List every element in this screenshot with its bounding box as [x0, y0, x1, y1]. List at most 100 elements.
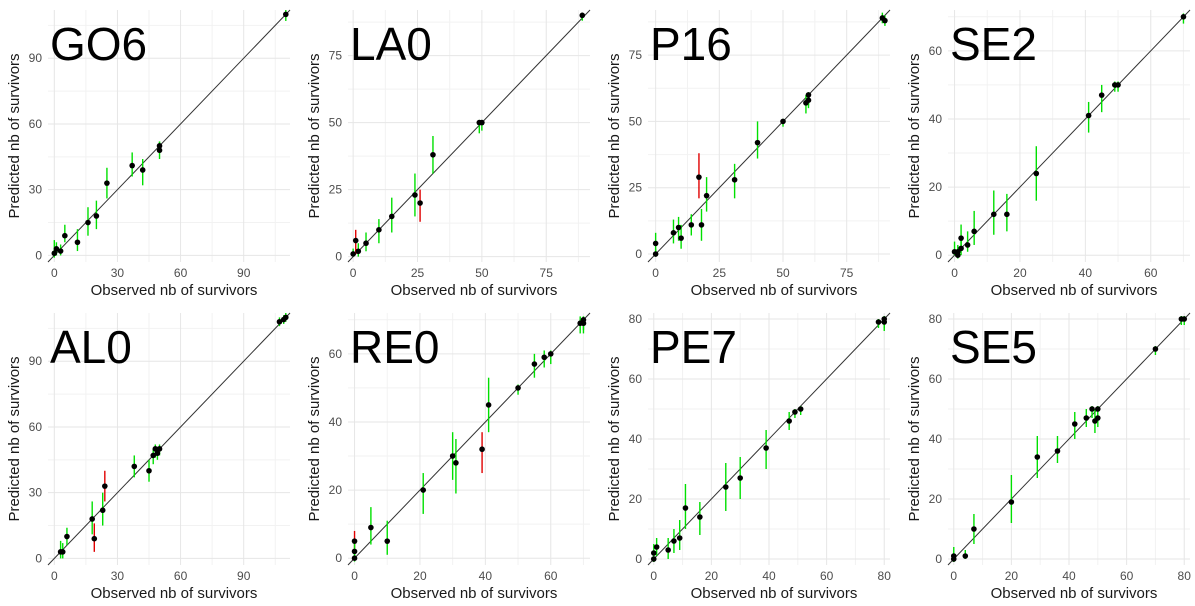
data-point	[754, 139, 761, 146]
data-point	[541, 354, 548, 361]
data-point	[763, 445, 769, 451]
y-tick-label: 75	[629, 48, 643, 62]
data-point	[958, 235, 964, 241]
data-point	[675, 224, 682, 231]
data-point	[479, 446, 485, 453]
data-point	[131, 463, 138, 470]
y-tick-label: 80	[929, 312, 943, 326]
panel-title: SE2	[950, 18, 1037, 70]
panel-title: SE5	[950, 321, 1037, 373]
data-point	[376, 227, 382, 233]
panel-title: LA0	[350, 18, 432, 70]
data-point	[1098, 92, 1105, 98]
x-tick-label: 20	[1013, 266, 1027, 280]
data-point	[62, 232, 68, 239]
x-tick-label: 60	[1120, 569, 1134, 583]
data-point	[417, 200, 423, 206]
y-tick-label: 60	[629, 372, 643, 386]
x-tick-label: 60	[174, 569, 188, 583]
x-axis-label: Observed nb of survivors	[991, 282, 1158, 299]
data-point	[805, 92, 812, 98]
data-point	[875, 319, 882, 325]
data-point	[129, 162, 135, 169]
data-point	[737, 475, 743, 481]
y-tick-label: 0	[635, 552, 642, 566]
x-tick-label: 60	[820, 569, 834, 583]
data-point	[1034, 454, 1041, 460]
data-point	[150, 452, 157, 459]
panel-se5: 0 20 40 60 80 0 20 40 60 80 SE5 Observed nb of surv…	[906, 312, 1191, 602]
data-point	[453, 460, 459, 466]
y-tick-label: 50	[329, 116, 343, 130]
data-point	[881, 319, 888, 325]
data-point	[139, 167, 146, 173]
y-tick-label: 25	[329, 183, 343, 197]
y-tick-label: 60	[329, 347, 343, 361]
data-point	[89, 516, 95, 522]
data-point	[950, 556, 957, 562]
x-tick-label: 25	[713, 266, 727, 280]
data-point	[676, 535, 683, 541]
data-point	[156, 446, 163, 452]
data-point	[1152, 346, 1159, 352]
identity-line	[347, 9, 591, 263]
panel-se2: 0 20 40 60 0 20 40 60 SE2 Observed nb of survivor…	[906, 9, 1191, 299]
x-tick-label: 60	[174, 266, 188, 280]
data-point	[580, 320, 587, 327]
x-tick-label: 25	[411, 266, 425, 280]
data-point	[152, 446, 159, 452]
data-point	[547, 351, 554, 357]
y-tick-label: 40	[329, 415, 343, 429]
y-tick-label: 20	[929, 492, 943, 506]
data-point	[154, 450, 161, 457]
x-tick-label: 40	[762, 569, 776, 583]
data-point	[282, 314, 289, 321]
data-point	[430, 151, 436, 158]
x-tick-label: 0	[351, 569, 358, 583]
data-point	[449, 453, 456, 459]
data-point	[670, 230, 677, 236]
data-point	[652, 240, 659, 247]
y-axis-label: Predicted nb of survivors	[306, 356, 323, 521]
x-tick-label: 40	[479, 569, 493, 583]
panel-title: GO6	[50, 18, 147, 70]
y-tick-label: 40	[629, 432, 643, 446]
x-axis-label: Observed nb of survivors	[691, 585, 858, 602]
x-axis-label: Observed nb of survivors	[991, 585, 1158, 602]
data-point	[1008, 499, 1015, 505]
data-point	[805, 97, 812, 103]
x-tick-label: 60	[1144, 266, 1158, 280]
x-tick-label: 20	[413, 569, 427, 583]
data-point	[104, 180, 110, 186]
y-tick-label: 0	[35, 551, 42, 565]
y-tick-label: 40	[929, 112, 943, 126]
data-point	[579, 12, 586, 19]
data-point	[146, 467, 152, 474]
y-tick-label: 0	[635, 247, 642, 261]
data-point	[964, 242, 971, 248]
data-point	[156, 147, 163, 154]
data-point	[697, 514, 703, 520]
x-tick-label: 50	[475, 266, 489, 280]
x-axis-label: Observed nb of survivors	[691, 282, 858, 299]
data-point	[53, 246, 60, 252]
y-axis-label: Predicted nb of survivors	[606, 356, 623, 521]
y-tick-label: 20	[629, 492, 643, 506]
panel-title: AL0	[50, 321, 132, 373]
data-point	[1054, 448, 1061, 454]
data-point	[51, 250, 58, 257]
data-point	[64, 533, 70, 540]
x-tick-label: 50	[776, 266, 790, 280]
identity-line	[647, 312, 891, 566]
data-point	[652, 251, 659, 257]
y-axis-label: Predicted nb of survivors	[306, 53, 323, 218]
data-point	[352, 237, 359, 244]
y-tick-label: 0	[935, 552, 942, 566]
y-tick-label: 90	[29, 51, 43, 65]
panel-title: PE7	[650, 321, 737, 373]
data-point	[351, 548, 358, 555]
x-axis-label: Observed nb of survivors	[391, 585, 558, 602]
data-point	[1095, 406, 1101, 412]
y-tick-label: 25	[629, 181, 643, 195]
